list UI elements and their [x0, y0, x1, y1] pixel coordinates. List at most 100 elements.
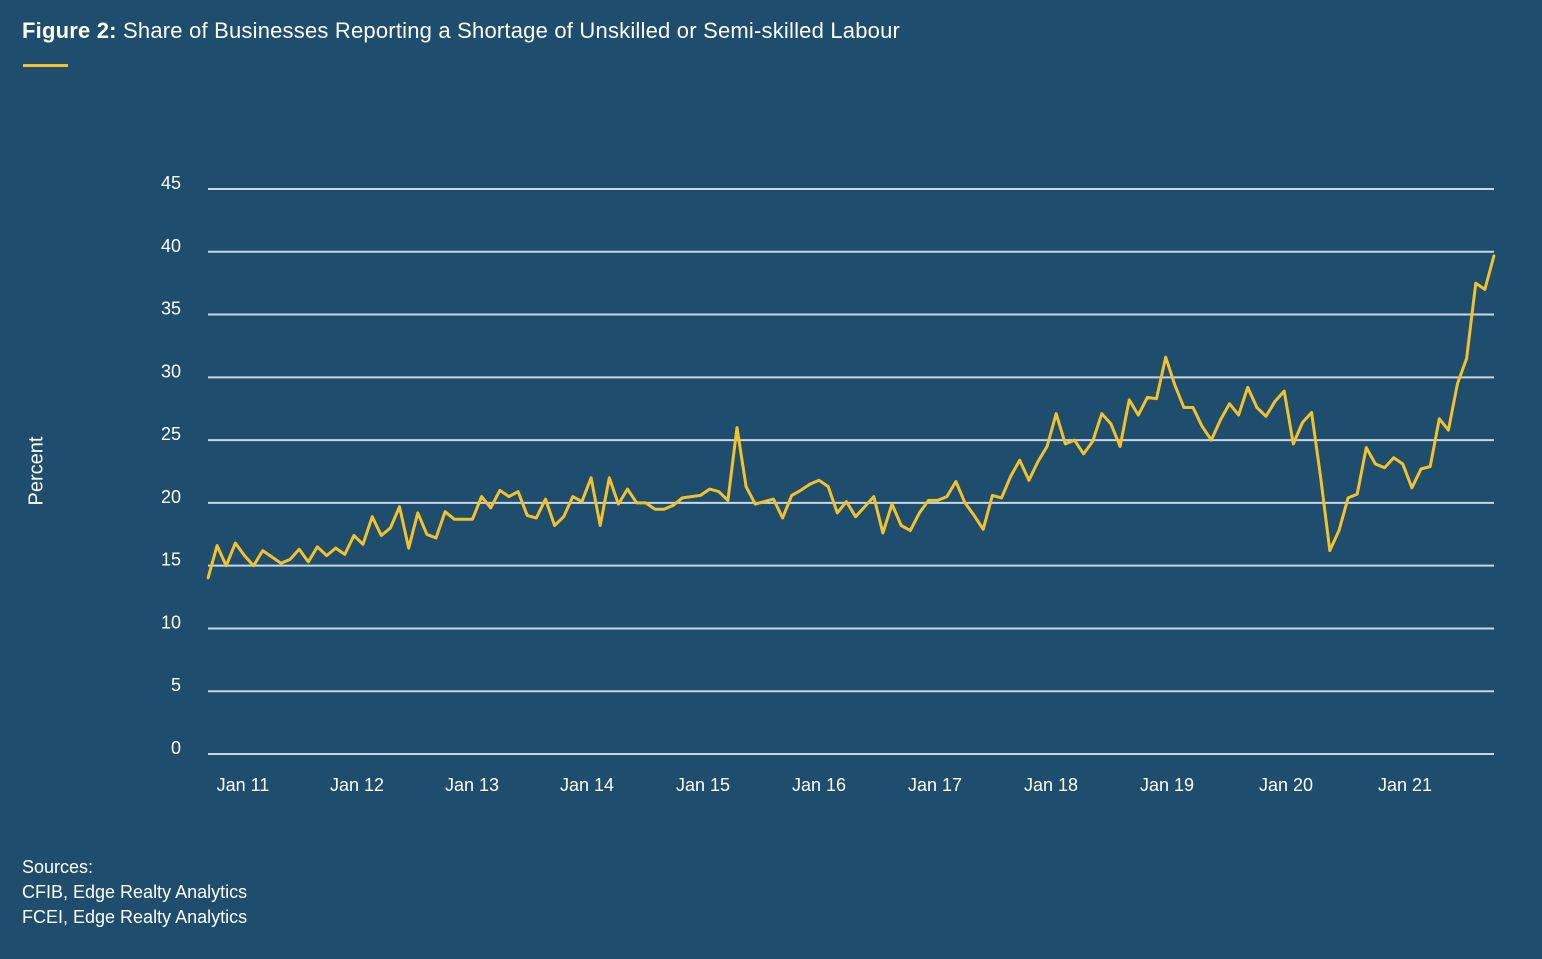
data-point	[1219, 418, 1222, 422]
source-line: FCEI, Edge Realty Analytics	[22, 907, 248, 927]
data-point	[1000, 496, 1003, 500]
x-tick-label: Jan 19	[1140, 775, 1194, 795]
source-line: CFIB, Edge Realty Analytics	[22, 882, 248, 902]
data-point	[1127, 398, 1131, 402]
data-point	[954, 480, 958, 483]
data-point	[279, 561, 283, 565]
data-point	[343, 553, 347, 556]
data-point	[1027, 479, 1031, 482]
data-point	[708, 487, 711, 491]
data-point	[817, 479, 821, 482]
data-point	[927, 499, 930, 502]
data-point	[1365, 446, 1368, 449]
data-point	[1428, 465, 1432, 468]
data-point	[1036, 460, 1040, 463]
data-point	[215, 544, 219, 547]
data-point	[507, 495, 511, 498]
data-point	[1456, 382, 1459, 385]
data-point	[1419, 467, 1423, 471]
data-point	[881, 531, 885, 535]
x-tick-label: Jan 13	[445, 775, 499, 795]
x-tick-label: Jan 21	[1378, 775, 1432, 795]
data-point	[1009, 475, 1012, 478]
data-point	[526, 514, 529, 517]
data-point	[1465, 357, 1468, 360]
data-point	[735, 426, 739, 429]
data-point	[1273, 399, 1277, 403]
data-point	[361, 543, 365, 546]
data-point	[1474, 281, 1477, 285]
y-tick-label: 5	[171, 675, 181, 695]
data-point	[1319, 476, 1322, 479]
y-tick-label: 10	[161, 612, 181, 632]
data-point	[1118, 445, 1122, 448]
data-point	[1210, 438, 1213, 442]
data-point	[717, 490, 720, 493]
data-point	[553, 524, 556, 527]
data-point	[298, 548, 301, 551]
data-point	[307, 560, 310, 564]
y-tick-label: 25	[161, 424, 181, 444]
figure-number: Figure 2:	[22, 18, 117, 43]
data-point	[890, 502, 894, 506]
data-point	[653, 507, 657, 511]
data-point	[598, 524, 602, 527]
data-point	[471, 518, 474, 521]
title-accent-rule	[23, 64, 68, 67]
data-point	[808, 482, 812, 486]
data-point	[872, 495, 876, 498]
data-point	[288, 558, 292, 561]
data-point	[425, 533, 429, 536]
sources: Sources: CFIB, Edge Realty Analytics FCE…	[22, 855, 247, 930]
data-point	[744, 485, 748, 488]
data-point	[352, 534, 356, 537]
data-point	[380, 534, 383, 537]
data-point	[398, 505, 401, 508]
data-point	[854, 515, 857, 518]
data-point	[845, 500, 848, 503]
data-point	[589, 476, 593, 479]
data-point	[836, 511, 839, 515]
data-point	[1200, 425, 1204, 428]
sources-heading: Sources:	[22, 857, 94, 877]
data-point	[945, 495, 948, 498]
data-point	[1137, 413, 1140, 417]
data-point	[991, 494, 994, 497]
data-point	[498, 489, 502, 492]
x-tick-label: Jan 16	[792, 775, 846, 795]
data-points	[206, 254, 1496, 580]
data-point	[1173, 383, 1176, 387]
y-tick-labels: 0 5 10 15 20 25 30 35 40 45	[161, 173, 181, 758]
data-point	[1064, 442, 1067, 446]
x-tick-label: Jan 17	[908, 775, 962, 795]
data-point	[434, 536, 438, 540]
data-point	[334, 546, 337, 550]
data-point	[626, 487, 629, 491]
x-tick-label: Jan 20	[1259, 775, 1313, 795]
data-point	[608, 476, 611, 479]
data-point	[1264, 415, 1268, 418]
data-point	[1301, 421, 1304, 424]
data-point	[1401, 462, 1404, 466]
data-point	[1155, 397, 1158, 400]
data-point	[690, 495, 693, 498]
data-point	[1109, 422, 1113, 425]
data-point	[1438, 417, 1441, 420]
data-point	[1255, 406, 1259, 409]
data-point	[234, 541, 237, 545]
data-point	[1045, 445, 1049, 448]
data-point	[1483, 288, 1487, 291]
y-tick-label: 15	[161, 550, 181, 570]
data-point	[261, 549, 264, 552]
data-point	[972, 514, 976, 517]
data-point	[1146, 396, 1149, 399]
data-point	[1182, 406, 1186, 409]
data-point	[1310, 411, 1313, 414]
data-point	[1292, 442, 1295, 446]
data-point	[462, 518, 465, 521]
data-point	[1228, 402, 1231, 405]
gridlines	[208, 188, 1494, 755]
series-line	[206, 255, 1496, 579]
data-point	[206, 577, 210, 580]
x-tick-labels: Jan 11 Jan 12 Jan 13 Jan 14 Jan 15 Jan 16 Jan …	[217, 775, 1432, 795]
